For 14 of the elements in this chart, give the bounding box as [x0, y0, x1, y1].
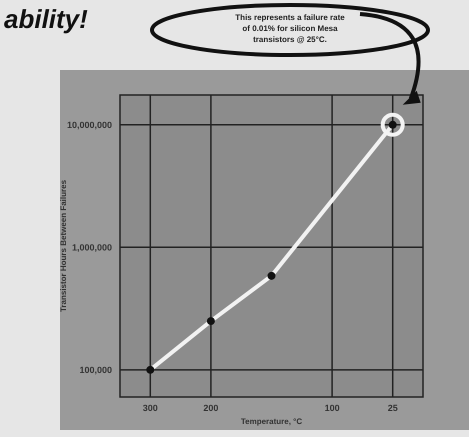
y-axis-title: Transistor Hours Between Failures	[59, 179, 68, 312]
y-tick-label: 1,000,000	[72, 242, 112, 252]
text: This represents a failure rate of 0.01% for silicon Mesa transistors @ 25°C.	[235, 13, 346, 44]
point	[268, 272, 276, 280]
x-axis-title: Temperature, °C	[240, 417, 302, 426]
point	[206, 317, 215, 326]
x-tick-label: 200	[203, 403, 218, 413]
y-tick-label: 10,000,000	[66, 120, 112, 130]
x-tick-label: 25	[388, 403, 398, 413]
y-tick-label: 100,000	[79, 364, 112, 375]
x-tick-label: 300	[142, 403, 158, 413]
chart-title: ability!	[4, 4, 88, 34]
point	[146, 366, 154, 374]
x-tick-label: 100	[324, 403, 340, 413]
